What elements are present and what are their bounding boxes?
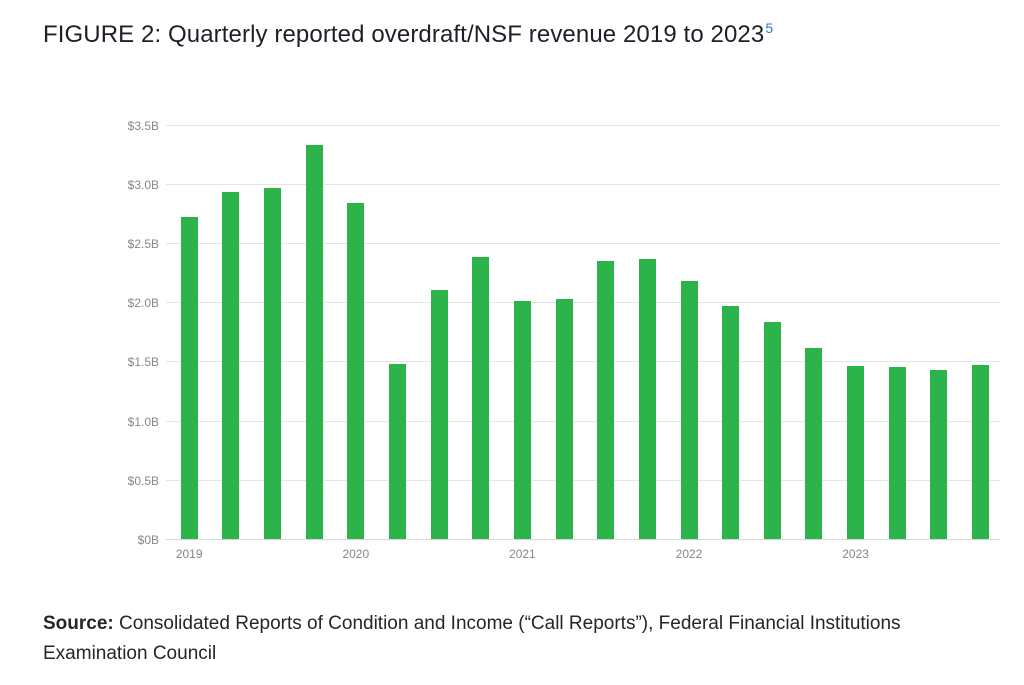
bar — [430, 290, 448, 539]
bar — [388, 363, 406, 539]
source-label: Source: — [43, 613, 114, 634]
figure-title-text: FIGURE 2: Quarterly reported overdraft/N… — [43, 21, 765, 48]
gridline — [166, 361, 1000, 363]
gridline — [166, 124, 1000, 126]
bar — [222, 192, 240, 539]
bar — [305, 144, 323, 539]
source-text: Consolidated Reports of Condition and In… — [43, 613, 901, 664]
figure-title: FIGURE 2: Quarterly reported overdraft/N… — [43, 21, 773, 49]
bar — [264, 187, 281, 539]
bar — [597, 260, 615, 539]
x-axis-label: 2023 — [842, 547, 869, 561]
gridline — [166, 302, 1000, 304]
bar-chart: $0B $0.5B $1.0B $1.5B $2.0B $2.5B $3.0B $3.5B 20… — [128, 111, 1000, 561]
bar — [972, 365, 990, 539]
y-axis-label: $2.0B — [127, 296, 159, 311]
bar — [555, 298, 573, 539]
bar — [347, 202, 365, 539]
y-axis-label: $1.5B — [127, 355, 159, 370]
y-axis-label: $0B — [137, 533, 159, 547]
x-axis-label: 2022 — [675, 547, 703, 561]
y-axis-label: $0.5B — [127, 473, 159, 488]
footnote-link[interactable]: 5 — [765, 20, 774, 36]
bar — [930, 369, 948, 539]
y-axis-label: $3.0B — [127, 177, 159, 192]
bar — [180, 217, 198, 539]
bar — [763, 322, 781, 539]
bar — [805, 348, 823, 539]
x-axis-label: 2020 — [342, 547, 370, 561]
y-axis-label: $1.0B — [127, 414, 159, 429]
x-axis-label: 2021 — [509, 547, 536, 561]
bar — [722, 305, 740, 539]
bar — [847, 366, 865, 539]
y-axis-label: $2.5B — [127, 237, 159, 252]
gridline — [166, 183, 1000, 185]
x-axis-label: 2019 — [175, 547, 203, 561]
gridline — [166, 479, 1000, 481]
source-note: Source: Consolidated Reports of Conditio… — [43, 609, 923, 669]
bar — [638, 258, 656, 539]
bar — [472, 257, 490, 539]
y-axis-label: $3.5B — [127, 118, 159, 133]
gridline — [166, 539, 1000, 540]
bar — [680, 281, 698, 539]
bar — [513, 301, 531, 539]
bar — [888, 367, 906, 539]
gridline — [166, 420, 1000, 422]
gridline — [166, 243, 1000, 245]
